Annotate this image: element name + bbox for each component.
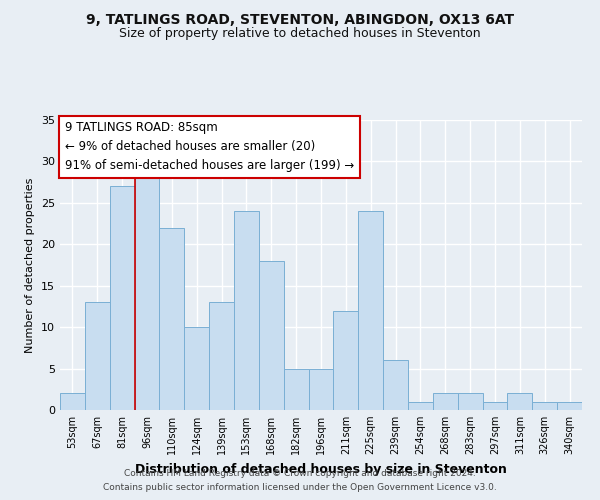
Bar bbox=[184, 327, 209, 410]
Bar bbox=[557, 402, 582, 410]
Y-axis label: Number of detached properties: Number of detached properties bbox=[25, 178, 35, 352]
Text: 9 TATLINGS ROAD: 85sqm
← 9% of detached houses are smaller (20)
91% of semi-deta: 9 TATLINGS ROAD: 85sqm ← 9% of detached … bbox=[65, 122, 355, 172]
Bar bbox=[433, 394, 458, 410]
Bar bbox=[383, 360, 408, 410]
Bar bbox=[458, 394, 482, 410]
Bar bbox=[508, 394, 532, 410]
Bar bbox=[482, 402, 508, 410]
Bar bbox=[259, 261, 284, 410]
Bar bbox=[160, 228, 184, 410]
Text: 9, TATLINGS ROAD, STEVENTON, ABINGDON, OX13 6AT: 9, TATLINGS ROAD, STEVENTON, ABINGDON, O… bbox=[86, 12, 514, 26]
Text: Size of property relative to detached houses in Steventon: Size of property relative to detached ho… bbox=[119, 28, 481, 40]
Bar bbox=[358, 211, 383, 410]
Bar bbox=[308, 368, 334, 410]
Bar bbox=[234, 211, 259, 410]
Bar bbox=[532, 402, 557, 410]
Text: Contains public sector information licensed under the Open Government Licence v3: Contains public sector information licen… bbox=[103, 484, 497, 492]
Bar bbox=[408, 402, 433, 410]
Text: Contains HM Land Registry data © Crown copyright and database right 2024.: Contains HM Land Registry data © Crown c… bbox=[124, 468, 476, 477]
Bar bbox=[134, 170, 160, 410]
X-axis label: Distribution of detached houses by size in Steventon: Distribution of detached houses by size … bbox=[135, 462, 507, 475]
Bar bbox=[209, 302, 234, 410]
Bar bbox=[110, 186, 134, 410]
Bar bbox=[85, 302, 110, 410]
Bar bbox=[334, 310, 358, 410]
Bar bbox=[284, 368, 308, 410]
Bar bbox=[60, 394, 85, 410]
